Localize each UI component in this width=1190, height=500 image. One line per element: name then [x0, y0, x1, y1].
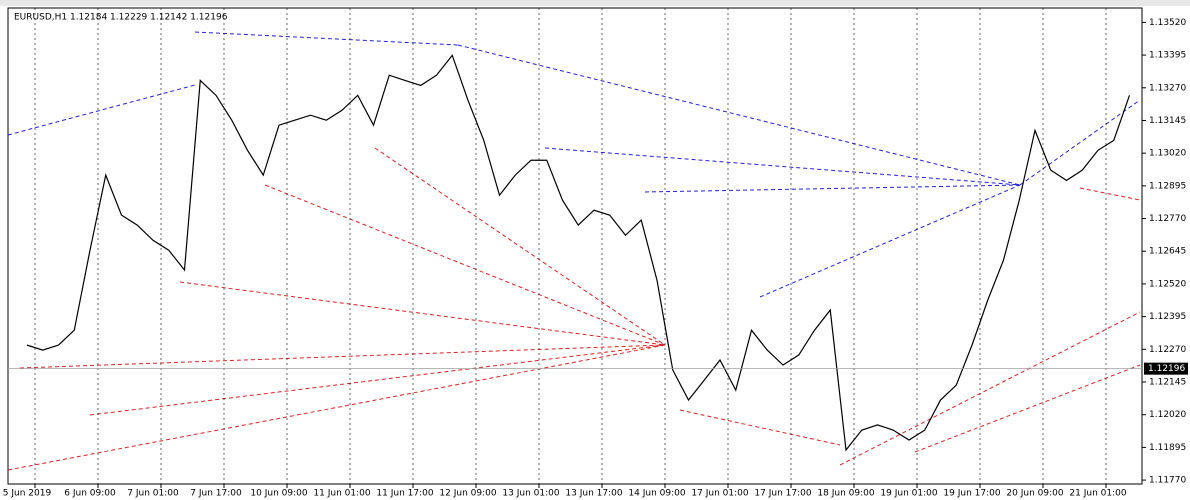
trend-line	[1079, 187, 1141, 201]
x-tick-label: 20 Jun 09:00	[1006, 489, 1063, 499]
trend-line	[7, 84, 196, 136]
y-tick-label: 1.12145	[1149, 378, 1186, 388]
y-tick-label: 1.13520	[1149, 18, 1186, 28]
last-price-box	[1144, 362, 1188, 375]
y-tick-label: 1.12895	[1149, 181, 1186, 191]
y-tick-label: 1.12395	[1149, 312, 1186, 322]
trend-line	[839, 311, 1141, 466]
price-line	[26, 54, 1131, 452]
x-tick-label: 21 Jun 01:00	[1069, 489, 1126, 499]
trend-line	[1019, 99, 1141, 186]
y-tick-label: 1.11770	[1149, 476, 1186, 486]
trend-line	[759, 184, 1021, 298]
trend-line	[194, 31, 459, 46]
y-tick-label: 1.11895	[1149, 443, 1186, 453]
x-tick-label: 18 Jun 09:00	[817, 489, 874, 499]
x-tick-label: 11 Jun 01:00	[313, 489, 370, 499]
x-tick-label: 19 Jun 01:00	[880, 489, 937, 499]
y-tick-label: 1.12270	[1149, 345, 1186, 355]
y-tick-label: 1.12020	[1149, 410, 1186, 420]
y-tick-label: 1.12645	[1149, 247, 1186, 257]
chart-title: EURUSD,H1 1.12184 1.12229 1.12142 1.1219…	[14, 13, 228, 23]
y-tick-label: 1.13270	[1149, 83, 1186, 93]
x-tick-label: 12 Jun 09:00	[439, 489, 496, 499]
x-tick-label: 7 Jun 17:00	[190, 489, 242, 499]
x-tick-label: 10 Jun 09:00	[250, 489, 307, 499]
last-price-label: 1.12196	[1148, 364, 1185, 374]
trend-line	[19, 344, 666, 369]
x-tick-label: 5 Jun 2019	[3, 489, 52, 499]
x-tick-label: 17 Jun 01:00	[691, 489, 748, 499]
trend-line	[679, 409, 841, 446]
trend-line	[179, 281, 666, 346]
trend-line	[544, 147, 1021, 186]
x-tick-label: 17 Jun 17:00	[754, 489, 811, 499]
trend-line	[89, 344, 666, 416]
x-tick-label: 7 Jun 01:00	[127, 489, 179, 499]
y-tick-label: 1.13395	[1149, 51, 1186, 61]
y-tick-label: 1.12520	[1149, 279, 1186, 289]
trend-line	[374, 147, 666, 346]
plot-frame	[7, 7, 1143, 485]
x-tick-label: 13 Jun 17:00	[565, 489, 622, 499]
trend-lines	[7, 31, 1141, 471]
y-tick-label: 1.12770	[1149, 214, 1186, 224]
trend-line	[457, 44, 1021, 186]
x-tick-label: 11 Jun 17:00	[376, 489, 433, 499]
x-tick-label: 13 Jun 01:00	[502, 489, 559, 499]
trend-line	[914, 364, 1141, 453]
x-tick-label: 19 Jun 17:00	[943, 489, 1000, 499]
toolbar-strip	[0, 0, 1190, 6]
y-tick-label: 1.13020	[1149, 149, 1186, 159]
x-tick-label: 6 Jun 09:00	[64, 489, 116, 499]
y-tick-label: 1.13145	[1149, 116, 1186, 126]
trend-line	[264, 184, 666, 346]
x-tick-label: 14 Jun 09:00	[628, 489, 685, 499]
